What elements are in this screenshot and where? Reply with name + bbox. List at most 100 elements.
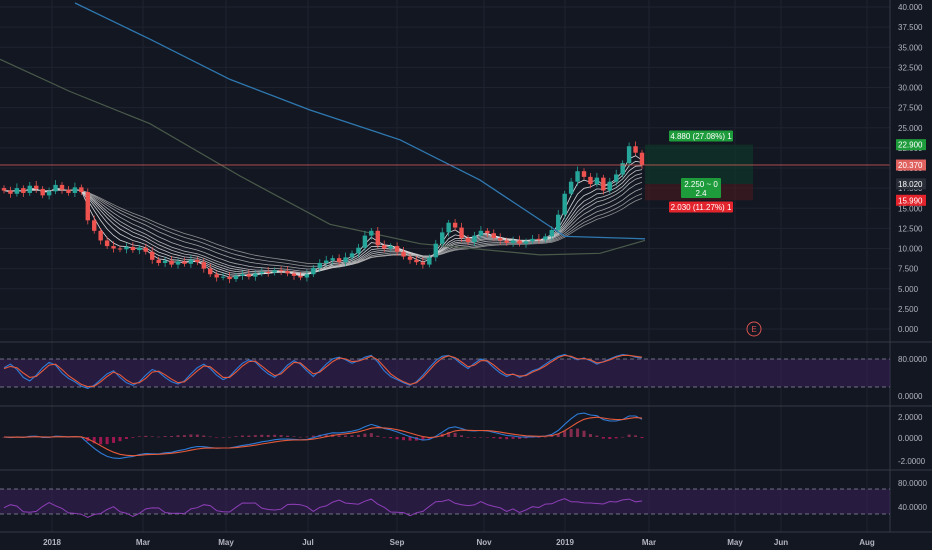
- macd-histogram-bar: [408, 437, 412, 441]
- candle-body: [452, 222, 458, 228]
- macd-histogram-bar: [376, 435, 380, 437]
- candle-body: [27, 185, 32, 193]
- price-tick-label: 12.500: [898, 224, 923, 233]
- candle-body: [356, 247, 361, 254]
- candle-body: [446, 222, 451, 233]
- svg-text:4.880 (27.08%) 1: 4.880 (27.08%) 1: [670, 132, 732, 141]
- time-axis[interactable]: [0, 532, 932, 550]
- price-tick-label: 35.000: [898, 43, 923, 52]
- candles: [1, 141, 645, 284]
- candle-body: [369, 230, 374, 236]
- candle-body: [375, 230, 380, 246]
- macd-histogram-bar: [460, 435, 464, 437]
- macd-histogram-bar: [240, 435, 244, 437]
- candle-body: [510, 240, 516, 243]
- candle-body: [427, 257, 432, 265]
- macd-histogram-bar: [286, 435, 290, 437]
- horizontal-gridlines: [0, 6, 890, 330]
- rsi-lower-tick-80: 80.0000: [898, 479, 927, 488]
- candle-body: [291, 273, 297, 276]
- macd-histogram-bar: [298, 436, 302, 438]
- candle-body: [517, 240, 522, 244]
- macd-histogram-bar: [537, 437, 541, 438]
- ma-100-line: [74, 2, 646, 240]
- price-pane[interactable]: [0, 0, 890, 342]
- macd-histogram-bar: [466, 437, 470, 438]
- price-tick-label: 30.000: [898, 84, 923, 93]
- candle-body: [530, 238, 535, 242]
- macd-tick-2: 2.0000: [898, 413, 923, 422]
- macd-histogram-bar: [324, 434, 328, 437]
- svg-text:2.4: 2.4: [695, 189, 707, 198]
- time-tick-label: Mar: [136, 538, 150, 547]
- svg-text:18.020: 18.020: [898, 180, 923, 189]
- candle-body: [614, 174, 619, 182]
- candle-body: [433, 243, 438, 258]
- macd-signal-line: [3, 416, 643, 457]
- macd-histogram-bar: [215, 437, 219, 438]
- candle-body: [414, 259, 419, 263]
- candle-body: [472, 235, 477, 243]
- macd-tick-0: 0.0000: [898, 434, 923, 443]
- macd-histogram-bar: [447, 432, 451, 437]
- rsi-tick-80: 80.0000: [898, 355, 927, 364]
- price-tick-label: 0.000: [898, 325, 919, 334]
- macd-histogram-bar: [208, 436, 212, 438]
- macd-histogram-bar: [176, 435, 180, 437]
- time-tick-label: Jul: [302, 538, 314, 547]
- candle-body: [182, 261, 187, 264]
- macd-histogram-bar: [498, 437, 502, 439]
- macd-histogram-bar: [505, 437, 509, 440]
- time-axis-labels: 2018 Mar May Jul Sep Nov 2019 Mar May Jun Aug: [43, 538, 875, 547]
- macd-histogram-bar: [189, 434, 193, 437]
- macd-histogram-bar: [195, 434, 199, 437]
- macd-histogram-bar: [337, 435, 341, 437]
- price-tick-label: 27.500: [898, 104, 923, 113]
- macd-histogram: [2, 428, 644, 445]
- macd-pane[interactable]: 2.0000 0.0000 -2.0000: [2, 412, 926, 466]
- macd-histogram-bar: [137, 436, 141, 437]
- candle-body: [72, 187, 78, 193]
- candle-body: [601, 177, 606, 191]
- candle-body: [581, 171, 587, 177]
- macd-histogram-bar: [311, 435, 315, 437]
- price-tick-label: 5.000: [898, 285, 919, 294]
- macd-histogram-bar: [279, 435, 283, 437]
- macd-histogram-bar: [99, 437, 103, 445]
- candle-body: [201, 262, 206, 269]
- macd-histogram-bar: [118, 437, 122, 442]
- rsi-lower-tick-40: 40.0000: [898, 503, 927, 512]
- long-position-tool[interactable]: [645, 144, 753, 201]
- candle-body: [208, 268, 213, 275]
- stoch-rsi-pane[interactable]: 80.0000 0.0000: [0, 353, 927, 402]
- candle-body: [568, 181, 574, 194]
- macd-histogram-bar: [273, 434, 277, 437]
- candle-body: [246, 274, 252, 277]
- time-tick-label: 2018: [43, 538, 61, 547]
- price-axis[interactable]: 0.0002.5005.0007.50010.00012.50015.00017…: [898, 3, 923, 334]
- candle-body: [175, 261, 181, 265]
- candle-body: [324, 260, 329, 263]
- macd-histogram-bar: [221, 436, 225, 438]
- macd-histogram-bar: [369, 433, 373, 437]
- candle-body: [317, 262, 322, 268]
- ratio-label: 2.250 ~ 0 2.4: [681, 178, 721, 198]
- macd-histogram-bar: [253, 435, 257, 437]
- macd-histogram-bar: [569, 428, 573, 437]
- rsi-tick-0: 0.0000: [898, 392, 923, 401]
- time-tick-label: Mar: [642, 538, 656, 547]
- time-tick-label: Aug: [859, 538, 875, 547]
- candle-body: [504, 240, 509, 243]
- macd-histogram-bar: [92, 437, 96, 444]
- price-label-current: 20.370: [896, 159, 926, 171]
- macd-histogram-bar: [124, 437, 128, 440]
- candle-body: [79, 187, 84, 193]
- candle-body: [401, 251, 406, 257]
- earnings-event-marker[interactable]: E: [746, 321, 762, 337]
- candle-body: [362, 235, 368, 248]
- rsi-pane[interactable]: 80.0000 40.0000: [0, 479, 927, 518]
- macd-histogram-bar: [395, 437, 399, 440]
- candle-body: [1, 188, 7, 191]
- rsi-band: [0, 359, 890, 387]
